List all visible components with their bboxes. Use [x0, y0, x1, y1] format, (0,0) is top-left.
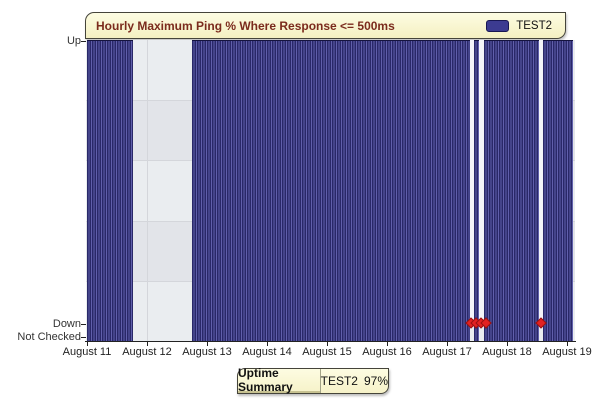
legend: TEST2 — [486, 19, 565, 32]
x-axis-tick — [87, 342, 88, 346]
x-axis-label: August 12 — [122, 346, 172, 358]
x-axis-tick — [567, 342, 568, 346]
x-axis-label: August 17 — [422, 346, 472, 358]
x-axis-tick — [507, 342, 508, 346]
x-axis-label: August 18 — [482, 346, 532, 358]
uptime-summary-value: TEST2 97% — [321, 369, 388, 393]
x-axis-tick — [207, 342, 208, 346]
y-axis-tick — [81, 41, 86, 42]
legend-label: TEST2 — [516, 19, 552, 32]
uptime-summary-box: Uptime Summary TEST2 97% — [237, 366, 389, 394]
x-axis-label: August 15 — [302, 346, 352, 358]
x-axis-label: August 16 — [362, 346, 412, 358]
downtime-gap — [478, 40, 484, 319]
x-axis-tick — [327, 342, 328, 346]
uptime-summary-divider — [319, 369, 321, 393]
x-axis-tick — [267, 342, 268, 346]
y-axis-tick — [81, 324, 86, 325]
plot-area — [86, 40, 575, 341]
legend-swatch-test2-icon — [486, 19, 510, 32]
uptime-summary-heading: Uptime Summary — [238, 366, 320, 394]
uptime-bar-segment — [484, 40, 539, 341]
x-axis-label: August 19 — [542, 346, 592, 358]
uptime-summary-series: TEST2 — [320, 374, 358, 388]
x-axis-tick — [447, 342, 448, 346]
uptime-bar-segment — [474, 40, 479, 341]
y-axis-label-not-checked: Not Checked — [17, 331, 81, 343]
chart-title: Hourly Maximum Ping % Where Response <= … — [96, 18, 395, 33]
x-axis-label: August 11 — [62, 346, 112, 358]
uptime-bar-segment — [543, 40, 573, 341]
vertical-gridline — [147, 40, 148, 341]
y-axis-label-up: Up — [66, 35, 81, 47]
x-axis-tick — [147, 342, 148, 346]
chart-title-box: Hourly Maximum Ping % Where Response <= … — [85, 12, 566, 39]
x-axis-line — [85, 341, 576, 342]
y-axis-label-down: Down — [52, 318, 81, 330]
y-axis-tick — [81, 337, 86, 338]
x-axis-tick — [387, 342, 388, 346]
uptime-bar-segment — [192, 40, 470, 341]
x-axis-label: August 13 — [182, 346, 232, 358]
downtime-gap — [469, 40, 474, 319]
downtime-gap — [538, 40, 543, 319]
uptime-summary-percent: 97% — [363, 374, 388, 388]
uptime-bar-segment — [87, 40, 134, 341]
x-axis-label: August 14 — [242, 346, 292, 358]
